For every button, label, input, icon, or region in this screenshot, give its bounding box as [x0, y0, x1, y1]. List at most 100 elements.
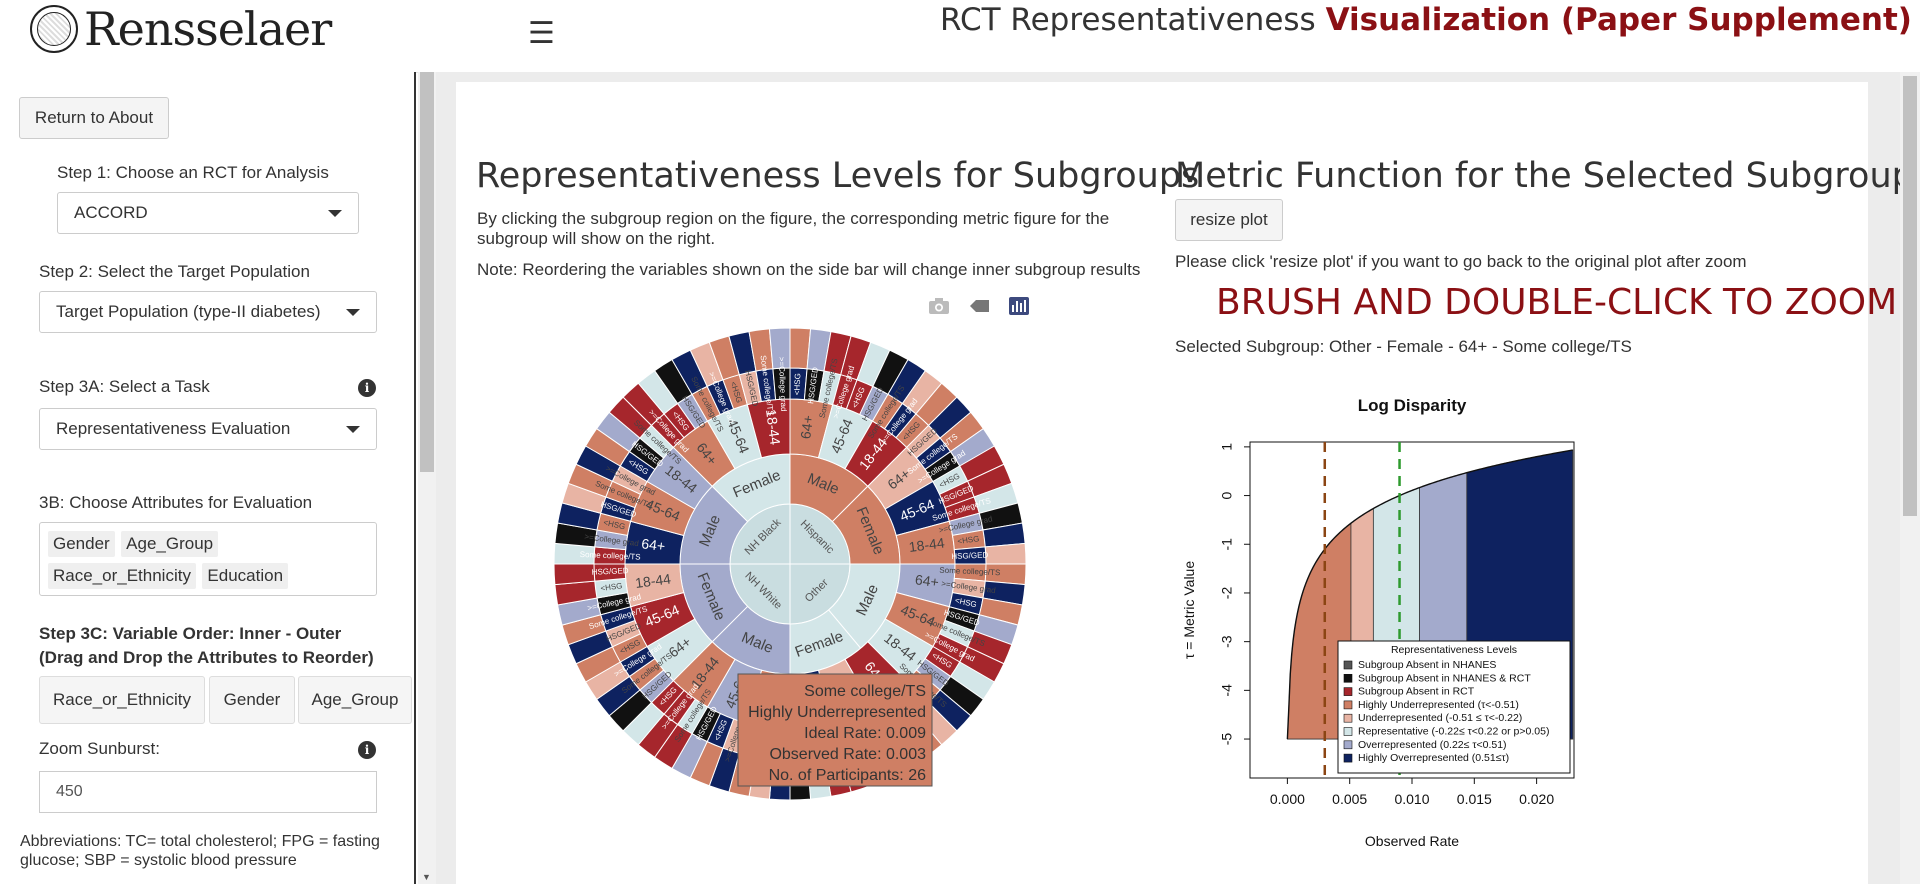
sunburst-education-label: Some college/TS: [939, 566, 1000, 578]
chevron-down-icon: [346, 309, 360, 316]
zoom-label: Zoom Sunburst:: [39, 739, 160, 758]
reorder-note: Note: Reordering the variables shown on …: [477, 260, 1141, 279]
sunburst-description: By clicking the subgroup region on the f…: [477, 209, 1110, 248]
legend-entry: Subgroup Absent in RCT: [1358, 686, 1475, 698]
x-axis-label: Observed Rate: [1365, 833, 1459, 849]
info-icon[interactable]: i: [358, 741, 376, 759]
step2-label: Step 2: Select the Target Population: [39, 262, 310, 281]
y-tick-label: -3: [1219, 635, 1235, 648]
y-tick-label: -4: [1219, 684, 1235, 697]
university-seal-icon: [30, 5, 78, 53]
sunburst-title: Representativeness Levels for Subgroups: [476, 156, 1200, 196]
legend-entry: Subgroup Absent in NHANES: [1358, 659, 1496, 671]
chevron-down-icon: [346, 426, 360, 433]
legend-swatch: [1343, 673, 1353, 683]
legend-entry: Overrepresented (0.22≤ τ<0.51): [1358, 739, 1507, 751]
x-tick-label: 0.020: [1519, 791, 1554, 807]
legend-entry: Representative (-0.22≤ τ<0.22 or p>0.05): [1358, 726, 1549, 738]
sunburst-age-label: 64+: [914, 571, 940, 590]
brush-zoom-title: BRUSH AND DOUBLE-CLICK TO ZOOM: [1216, 282, 1898, 323]
tooltip-observed-rate: Observed Rate: 0.003: [769, 746, 926, 763]
step3c-label: Step 3C: Variable Order: Inner - Outer (…: [39, 624, 374, 667]
sidebar-scrollbar[interactable]: ▼: [418, 72, 436, 884]
step3b-label: 3B: Choose Attributes for Evaluation: [39, 493, 313, 512]
resize-plot-button[interactable]: resize plot: [1175, 199, 1283, 241]
legend-swatch: [1343, 753, 1353, 763]
y-tick-label: 1: [1219, 443, 1235, 451]
y-tick-label: -5: [1219, 733, 1235, 746]
order-item-age-group[interactable]: Age_Group: [298, 676, 412, 724]
y-tick-label: 0: [1219, 491, 1235, 499]
task-select-value: Representativeness Evaluation: [56, 419, 291, 438]
attribute-tag[interactable]: Gender: [48, 531, 115, 557]
selected-subgroup: Selected Subgroup: Other - Female - 64+ …: [1175, 337, 1632, 356]
attribute-tag[interactable]: Race_or_Ethnicity: [48, 563, 196, 589]
rensselaer-logo[interactable]: Rensselaer: [30, 2, 332, 56]
abbreviations-text: Abbreviations: TC= total cholesterol; FP…: [20, 833, 380, 869]
sunburst-age-label: 18-44: [634, 570, 672, 591]
resize-note: Please click 'resize plot' if you want t…: [1175, 252, 1747, 271]
metric-title: Metric Function for the Selected Subgrou…: [1175, 156, 1914, 196]
logo-text: Rensselaer: [84, 2, 332, 56]
plotly-logo-icon[interactable]: [1008, 296, 1030, 316]
legend-swatch: [1343, 740, 1353, 750]
sidebar-scroll-thumb[interactable]: [420, 72, 434, 472]
x-tick-label: 0.010: [1394, 791, 1429, 807]
attribute-tag[interactable]: Age_Group: [121, 531, 219, 557]
tooltip-participants: No. of Participants: 26: [769, 767, 927, 784]
sidebar: Return to About Step 1: Choose an RCT fo…: [0, 72, 416, 884]
tag-icon[interactable]: [968, 296, 990, 316]
metric-curve: [1286, 449, 1573, 740]
legend-swatch: [1343, 700, 1353, 710]
sunburst-education-outer-segment[interactable]: [553, 563, 596, 586]
sunburst-education-label: >=College grad: [777, 357, 788, 412]
tooltip-ideal-rate: Ideal Rate: 0.009: [804, 725, 926, 742]
legend-box: [1337, 640, 1571, 774]
x-tick-label: 0.005: [1332, 791, 1367, 807]
attribute-tag[interactable]: Education: [202, 563, 289, 589]
app-header: Rensselaer ☰ RCT Representativeness Visu…: [0, 0, 1920, 73]
tooltip-level: Highly Underrepresented: [748, 704, 926, 721]
main-scroll-thumb[interactable]: [1903, 76, 1917, 516]
sunburst-education-label: <HSG: [600, 581, 623, 593]
tooltip-subgroup: Some college/TS: [804, 683, 926, 700]
chevron-down-icon: [328, 210, 342, 217]
plot-toolbar: [928, 296, 1030, 316]
order-item-gender[interactable]: Gender: [209, 676, 295, 724]
tooltip-box: [737, 673, 933, 787]
sunburst-education-label: Some college/TS: [580, 550, 641, 562]
sunburst-education-label: HSG/GED: [592, 566, 629, 577]
task-select[interactable]: Representativeness Evaluation: [39, 408, 377, 450]
legend-swatch: [1343, 727, 1353, 736]
legend-title: Representativeness Levels: [1391, 644, 1517, 656]
sunburst-age-label: 64+: [797, 414, 816, 440]
camera-icon[interactable]: [928, 296, 950, 316]
main-scrollbar[interactable]: [1900, 72, 1920, 884]
sunburst-education-outer-segment[interactable]: [984, 542, 1027, 565]
zoom-input[interactable]: 450: [39, 771, 377, 813]
hamburger-menu-icon[interactable]: ☰: [528, 17, 555, 50]
sunburst-education-outer-segment[interactable]: [768, 327, 791, 370]
sunburst-age-label: 18-44: [763, 408, 784, 446]
metric-chart[interactable]: Log Disparity 0.000 0.005 0.010 0.015 0.020 1 0…: [1170, 386, 1590, 856]
legend-entry: Underrepresented (-0.51 ≤ τ<-0.22): [1358, 712, 1522, 724]
info-icon[interactable]: i: [358, 379, 376, 397]
return-to-about-button[interactable]: Return to About: [19, 97, 169, 139]
rct-select[interactable]: ACCORD: [57, 192, 359, 234]
sunburst-age-label: 18-44: [908, 534, 946, 555]
legend-entry: Subgroup Absent in NHANES & RCT: [1358, 672, 1531, 684]
legend-swatch: [1343, 660, 1353, 670]
x-tick-label: 0.015: [1457, 791, 1492, 807]
scroll-down-arrow-icon[interactable]: ▼: [422, 872, 431, 882]
legend-entry: Highly Overrepresented (0.51≤τ): [1358, 752, 1509, 764]
legend-swatch: [1343, 713, 1353, 723]
y-axis-label: τ = Metric Value: [1181, 561, 1197, 659]
rct-select-value: ACCORD: [74, 203, 148, 222]
tooltip: Some college/TS Highly Underrepresented …: [737, 673, 933, 787]
chart-title: Log Disparity: [1358, 396, 1467, 415]
target-population-select[interactable]: Target Population (type-II diabetes): [39, 291, 377, 333]
order-item-race[interactable]: Race_or_Ethnicity: [39, 676, 205, 724]
attributes-multiselect[interactable]: Gender Age_Group Race_or_Ethnicity Educa…: [39, 522, 377, 596]
x-tick-label: 0.000: [1270, 791, 1305, 807]
